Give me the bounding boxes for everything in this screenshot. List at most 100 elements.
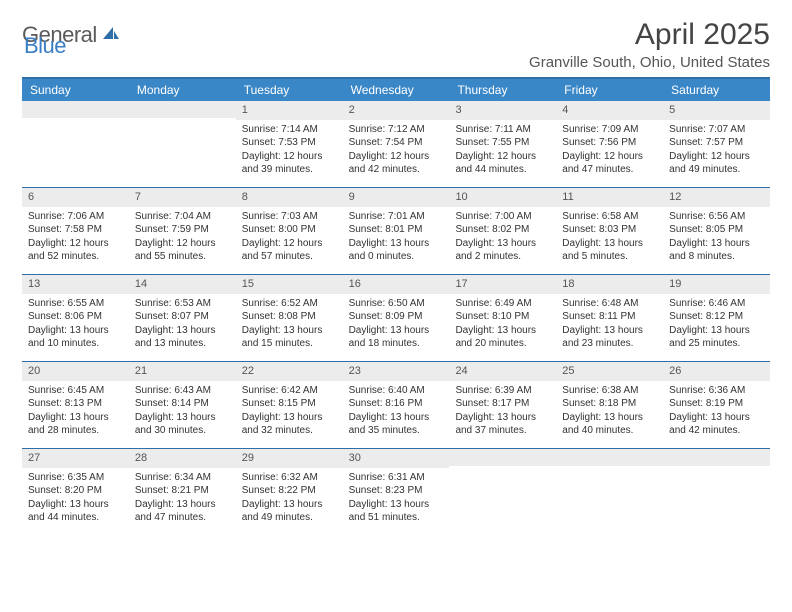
sunset-text: Sunset: 8:12 PM xyxy=(669,310,764,324)
sunset-text: Sunset: 8:05 PM xyxy=(669,223,764,237)
day-cell: 1Sunrise: 7:14 AMSunset: 7:53 PMDaylight… xyxy=(236,101,343,187)
daylight-text: Daylight: 13 hours and 51 minutes. xyxy=(349,498,444,525)
day-details: Sunrise: 7:12 AMSunset: 7:54 PMDaylight:… xyxy=(343,120,450,181)
day-cell: 18Sunrise: 6:48 AMSunset: 8:11 PMDayligh… xyxy=(556,275,663,361)
sunset-text: Sunset: 8:22 PM xyxy=(242,484,337,498)
day-details: Sunrise: 7:03 AMSunset: 8:00 PMDaylight:… xyxy=(236,207,343,268)
daylight-text: Daylight: 13 hours and 10 minutes. xyxy=(28,324,123,351)
day-number: 2 xyxy=(343,101,450,120)
sunrise-text: Sunrise: 6:34 AM xyxy=(135,471,230,485)
week-row: 1Sunrise: 7:14 AMSunset: 7:53 PMDaylight… xyxy=(22,101,770,187)
day-cell: 26Sunrise: 6:36 AMSunset: 8:19 PMDayligh… xyxy=(663,362,770,448)
day-details: Sunrise: 6:31 AMSunset: 8:23 PMDaylight:… xyxy=(343,468,450,529)
day-number: 7 xyxy=(129,188,236,207)
sunrise-text: Sunrise: 7:03 AM xyxy=(242,210,337,224)
sunrise-text: Sunrise: 7:07 AM xyxy=(669,123,764,137)
week-row: 27Sunrise: 6:35 AMSunset: 8:20 PMDayligh… xyxy=(22,448,770,535)
sunset-text: Sunset: 8:16 PM xyxy=(349,397,444,411)
day-header: Tuesday xyxy=(236,79,343,101)
day-cell: 10Sunrise: 7:00 AMSunset: 8:02 PMDayligh… xyxy=(449,188,556,274)
daylight-text: Daylight: 13 hours and 30 minutes. xyxy=(135,411,230,438)
day-cell: 15Sunrise: 6:52 AMSunset: 8:08 PMDayligh… xyxy=(236,275,343,361)
sunset-text: Sunset: 7:57 PM xyxy=(669,136,764,150)
title-block: April 2025 Granville South, Ohio, United… xyxy=(529,18,770,71)
day-details: Sunrise: 6:56 AMSunset: 8:05 PMDaylight:… xyxy=(663,207,770,268)
day-cell: 8Sunrise: 7:03 AMSunset: 8:00 PMDaylight… xyxy=(236,188,343,274)
day-cell: 4Sunrise: 7:09 AMSunset: 7:56 PMDaylight… xyxy=(556,101,663,187)
day-cell: 6Sunrise: 7:06 AMSunset: 7:58 PMDaylight… xyxy=(22,188,129,274)
sunrise-text: Sunrise: 6:55 AM xyxy=(28,297,123,311)
day-number: 23 xyxy=(343,362,450,381)
sunrise-text: Sunrise: 6:42 AM xyxy=(242,384,337,398)
day-cell: 20Sunrise: 6:45 AMSunset: 8:13 PMDayligh… xyxy=(22,362,129,448)
day-cell: 22Sunrise: 6:42 AMSunset: 8:15 PMDayligh… xyxy=(236,362,343,448)
day-number: 22 xyxy=(236,362,343,381)
sunrise-text: Sunrise: 6:58 AM xyxy=(562,210,657,224)
day-details: Sunrise: 6:58 AMSunset: 8:03 PMDaylight:… xyxy=(556,207,663,268)
sunset-text: Sunset: 8:17 PM xyxy=(455,397,550,411)
sunrise-text: Sunrise: 6:39 AM xyxy=(455,384,550,398)
week-row: 6Sunrise: 7:06 AMSunset: 7:58 PMDaylight… xyxy=(22,187,770,274)
daylight-text: Daylight: 12 hours and 49 minutes. xyxy=(669,150,764,177)
day-number: 15 xyxy=(236,275,343,294)
sunrise-text: Sunrise: 6:50 AM xyxy=(349,297,444,311)
sunset-text: Sunset: 8:02 PM xyxy=(455,223,550,237)
day-number: 9 xyxy=(343,188,450,207)
sunset-text: Sunset: 8:10 PM xyxy=(455,310,550,324)
sunrise-text: Sunrise: 6:48 AM xyxy=(562,297,657,311)
day-header: Monday xyxy=(129,79,236,101)
sunrise-text: Sunrise: 7:06 AM xyxy=(28,210,123,224)
day-number: 13 xyxy=(22,275,129,294)
page-title: April 2025 xyxy=(529,18,770,52)
logo-text-2: Blue xyxy=(24,33,66,58)
day-number: 26 xyxy=(663,362,770,381)
daylight-text: Daylight: 13 hours and 35 minutes. xyxy=(349,411,444,438)
sunrise-text: Sunrise: 6:31 AM xyxy=(349,471,444,485)
day-number: 29 xyxy=(236,449,343,468)
daylight-text: Daylight: 13 hours and 25 minutes. xyxy=(669,324,764,351)
daylight-text: Daylight: 13 hours and 2 minutes. xyxy=(455,237,550,264)
day-number: 5 xyxy=(663,101,770,120)
day-details: Sunrise: 6:40 AMSunset: 8:16 PMDaylight:… xyxy=(343,381,450,442)
day-header: Sunday xyxy=(22,79,129,101)
day-number xyxy=(129,101,236,118)
day-details: Sunrise: 6:52 AMSunset: 8:08 PMDaylight:… xyxy=(236,294,343,355)
day-cell: 17Sunrise: 6:49 AMSunset: 8:10 PMDayligh… xyxy=(449,275,556,361)
day-cell: 23Sunrise: 6:40 AMSunset: 8:16 PMDayligh… xyxy=(343,362,450,448)
sunrise-text: Sunrise: 7:01 AM xyxy=(349,210,444,224)
location-text: Granville South, Ohio, United States xyxy=(529,54,770,71)
sunset-text: Sunset: 8:19 PM xyxy=(669,397,764,411)
sunset-text: Sunset: 7:55 PM xyxy=(455,136,550,150)
sunset-text: Sunset: 8:03 PM xyxy=(562,223,657,237)
daylight-text: Daylight: 13 hours and 18 minutes. xyxy=(349,324,444,351)
sunset-text: Sunset: 7:53 PM xyxy=(242,136,337,150)
day-cell xyxy=(556,449,663,535)
day-details: Sunrise: 6:42 AMSunset: 8:15 PMDaylight:… xyxy=(236,381,343,442)
day-details: Sunrise: 6:36 AMSunset: 8:19 PMDaylight:… xyxy=(663,381,770,442)
sunrise-text: Sunrise: 6:49 AM xyxy=(455,297,550,311)
daylight-text: Daylight: 12 hours and 57 minutes. xyxy=(242,237,337,264)
sunset-text: Sunset: 8:11 PM xyxy=(562,310,657,324)
day-details: Sunrise: 6:49 AMSunset: 8:10 PMDaylight:… xyxy=(449,294,556,355)
day-cell: 14Sunrise: 6:53 AMSunset: 8:07 PMDayligh… xyxy=(129,275,236,361)
day-number: 27 xyxy=(22,449,129,468)
day-details: Sunrise: 7:09 AMSunset: 7:56 PMDaylight:… xyxy=(556,120,663,181)
sunset-text: Sunset: 8:23 PM xyxy=(349,484,444,498)
day-details: Sunrise: 6:35 AMSunset: 8:20 PMDaylight:… xyxy=(22,468,129,529)
calendar: SundayMondayTuesdayWednesdayThursdayFrid… xyxy=(22,77,770,535)
day-cell xyxy=(22,101,129,187)
daylight-text: Daylight: 13 hours and 13 minutes. xyxy=(135,324,230,351)
day-cell: 25Sunrise: 6:38 AMSunset: 8:18 PMDayligh… xyxy=(556,362,663,448)
daylight-text: Daylight: 13 hours and 49 minutes. xyxy=(242,498,337,525)
daylight-text: Daylight: 13 hours and 28 minutes. xyxy=(28,411,123,438)
daylight-text: Daylight: 13 hours and 5 minutes. xyxy=(562,237,657,264)
daylight-text: Daylight: 12 hours and 42 minutes. xyxy=(349,150,444,177)
day-number xyxy=(663,449,770,466)
day-number: 19 xyxy=(663,275,770,294)
day-cell: 5 Sunrise: 7:07 AMSunset: 7:57 PMDaylight… xyxy=(663,101,770,187)
day-number: 16 xyxy=(343,275,450,294)
sunset-text: Sunset: 8:20 PM xyxy=(28,484,123,498)
sunrise-text: Sunrise: 6:36 AM xyxy=(669,384,764,398)
day-number: 6 xyxy=(22,188,129,207)
day-details: Sunrise: 7:14 AMSunset: 7:53 PMDaylight:… xyxy=(236,120,343,181)
